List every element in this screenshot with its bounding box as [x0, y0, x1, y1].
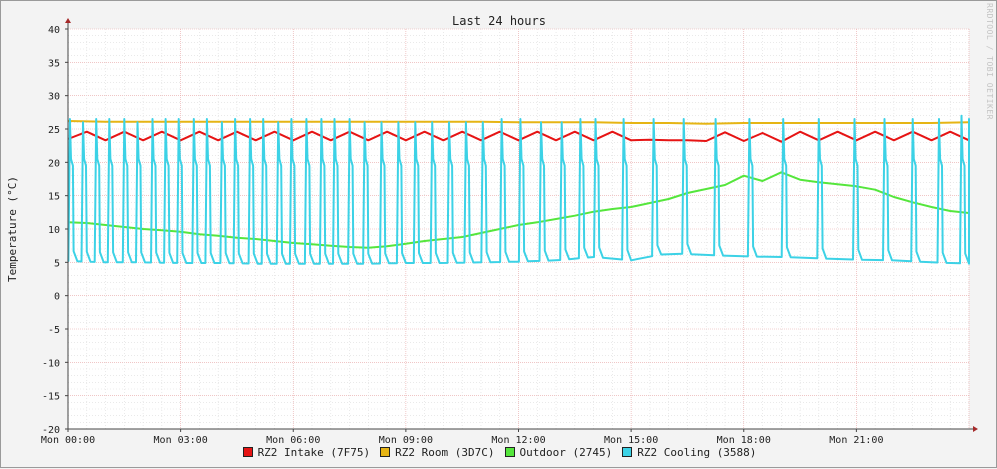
y-tick-label: -20 — [42, 425, 60, 436]
legend-item: RZ2 Cooling (3588) — [622, 446, 756, 459]
y-axis-arrow — [65, 18, 71, 23]
legend-swatch — [504, 447, 515, 457]
x-tick-label: Mon 21:00 — [829, 435, 883, 446]
y-tick-label: 25 — [48, 125, 60, 136]
y-tick-label: 10 — [48, 225, 60, 236]
legend-item: RZ2 Intake (7F75) — [242, 446, 371, 459]
x-axis-arrow — [973, 426, 978, 432]
legend-swatch — [380, 447, 391, 457]
legend-item: RZ2 Room (3D7C) — [380, 446, 495, 459]
legend-swatch — [622, 447, 633, 457]
x-tick-label: Mon 09:00 — [379, 435, 433, 446]
legend: RZ2 Intake (7F75) RZ2 Room (3D7C) Outdoor … — [1, 446, 997, 459]
y-axis-label: Temperature (°C) — [6, 176, 19, 282]
chart-title: Last 24 hours — [452, 14, 546, 28]
y-tick-label: -10 — [42, 358, 60, 369]
x-tick-label: Mon 03:00 — [154, 435, 208, 446]
x-tick-label: Mon 06:00 — [266, 435, 320, 446]
y-tick-label: 20 — [48, 158, 60, 169]
legend-label: RZ2 Room (3D7C) — [395, 446, 495, 459]
y-tick-label: 15 — [48, 192, 60, 203]
y-tick-label: 40 — [48, 25, 60, 36]
series-line-3 — [67, 114, 970, 265]
legend-label: Outdoor (2745) — [519, 446, 613, 459]
legend-label: RZ2 Cooling (3588) — [637, 446, 757, 459]
x-tick-label: Mon 18:00 — [717, 435, 771, 446]
y-tick-label: 0 — [54, 292, 60, 303]
y-tick-label: -5 — [48, 325, 60, 336]
y-tick-label: 30 — [48, 92, 60, 103]
legend-swatch — [242, 447, 253, 457]
legend-label: RZ2 Intake (7F75) — [257, 446, 371, 459]
rrdtool-watermark: RRDTOOL / TOBI OETIKER — [985, 3, 994, 120]
legend-item: Outdoor (2745) — [504, 446, 613, 459]
series-lines — [67, 114, 970, 265]
axes — [65, 18, 978, 432]
x-tick-label: Mon 15:00 — [604, 435, 658, 446]
y-tick-label: -15 — [42, 392, 60, 403]
x-tick-label: Mon 00:00 — [41, 435, 95, 446]
y-tick-label: 5 — [54, 258, 60, 269]
y-tick-label: 35 — [48, 58, 60, 69]
x-tick-label: Mon 12:00 — [491, 435, 545, 446]
